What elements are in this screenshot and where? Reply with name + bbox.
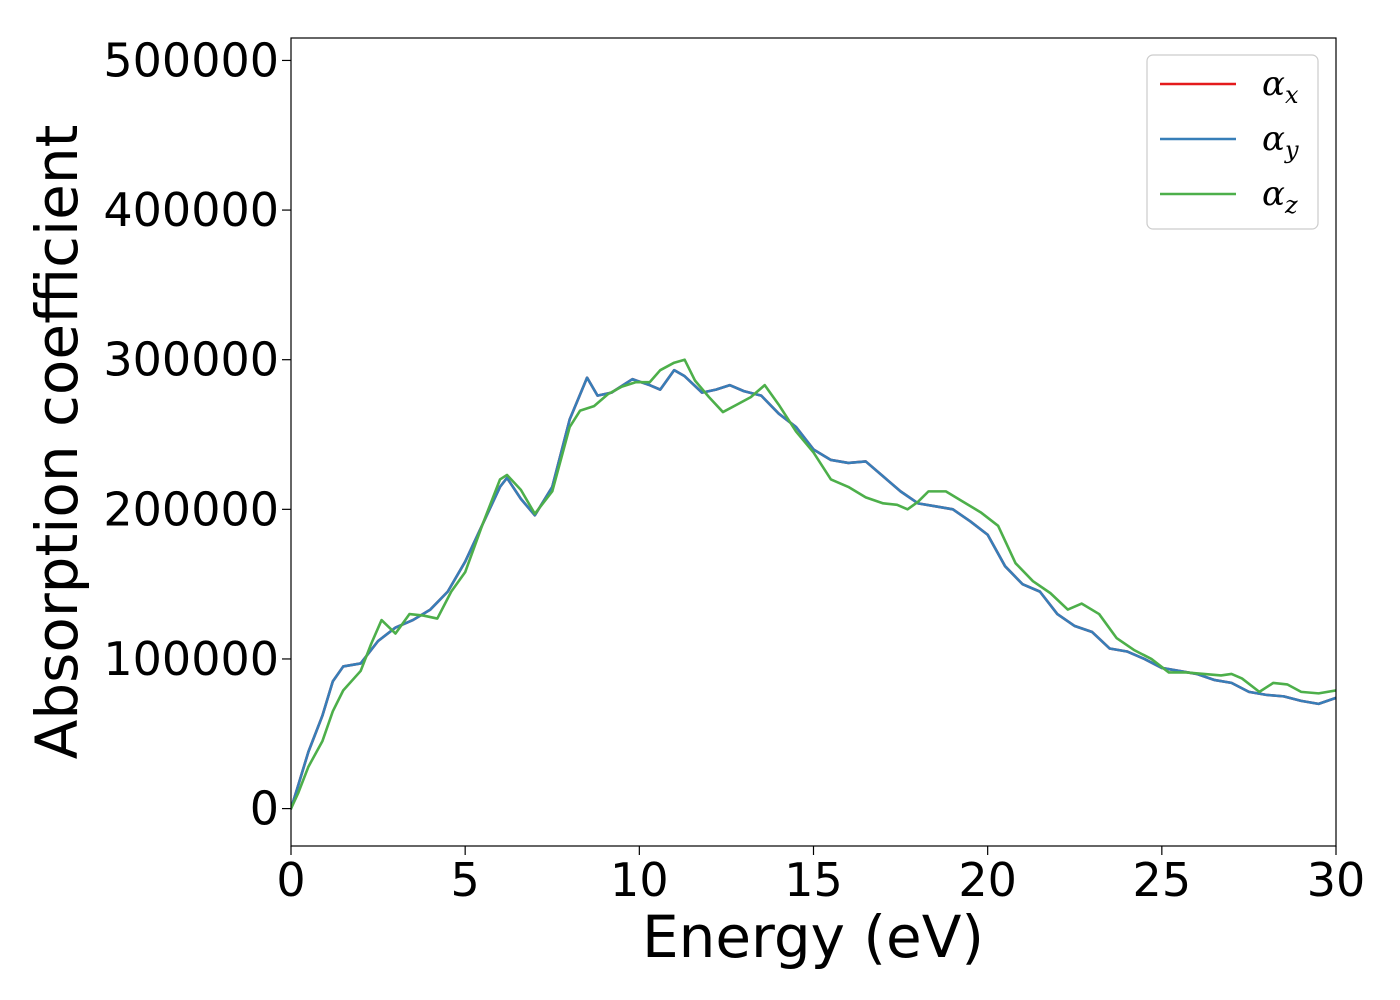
x-axis-title: Energy (eV) xyxy=(642,903,984,971)
series-line-y xyxy=(291,368,1336,810)
y-tick-label: 200000 xyxy=(103,482,279,536)
series-lines xyxy=(291,358,1336,810)
legend-frame xyxy=(1146,54,1319,230)
legend: αx αy αz xyxy=(1146,54,1319,230)
y-tick-label: 500000 xyxy=(103,33,279,87)
x-tick-label: 15 xyxy=(784,853,843,907)
x-axis-ticks: 0 5 10 15 20 25 30 xyxy=(276,846,1365,907)
x-tick-label: 0 xyxy=(276,853,305,907)
series-line-z xyxy=(291,358,1336,810)
legend-label-x: αx xyxy=(1262,64,1299,109)
x-tick-label: 25 xyxy=(1133,853,1192,907)
y-tick-label: 300000 xyxy=(103,333,279,387)
y-axis-title: Absorption coefficient xyxy=(23,125,91,760)
x-tick-label: 20 xyxy=(958,853,1017,907)
y-tick-label: 0 xyxy=(250,782,279,836)
y-tick-label: 100000 xyxy=(103,632,279,686)
y-axis-ticks: 0 100000 200000 300000 400000 500000 xyxy=(103,33,291,836)
x-tick-label: 10 xyxy=(610,853,669,907)
x-tick-label: 30 xyxy=(1307,853,1366,907)
legend-label-z: αz xyxy=(1262,174,1298,219)
y-tick-label: 400000 xyxy=(103,183,279,237)
legend-label-y: αy xyxy=(1262,119,1299,164)
x-tick-label: 5 xyxy=(451,853,480,907)
